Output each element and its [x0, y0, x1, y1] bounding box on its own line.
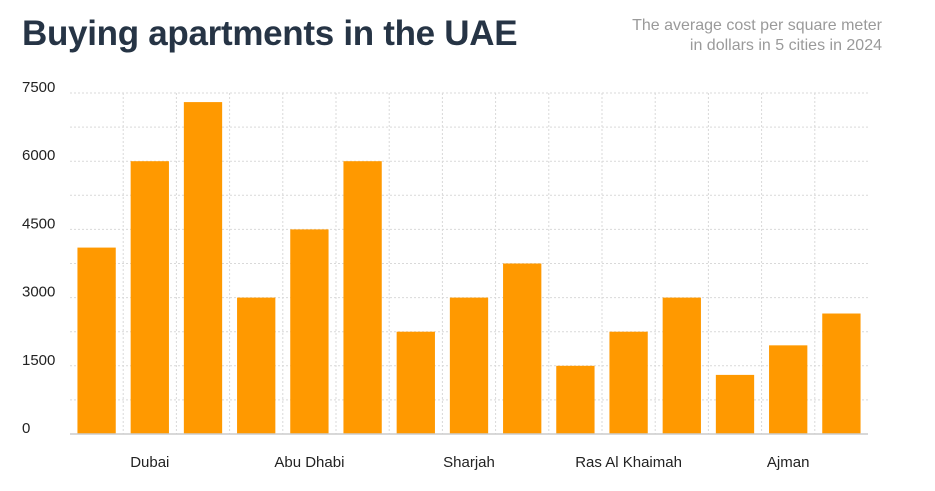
subtitle-line-1: The average cost per square meter — [632, 17, 882, 34]
bar-abu-dhabi-2 — [290, 229, 329, 434]
x-tick-label: Ras Al Khaimah — [575, 454, 682, 471]
y-tick-label: 7500 — [22, 79, 55, 96]
x-tick-label: Dubai — [130, 454, 169, 471]
x-tick-label: Ajman — [767, 454, 810, 471]
bar-ajman-1 — [715, 374, 755, 434]
bar-ajman-3 — [822, 313, 861, 434]
bar-sharjah-2 — [449, 297, 489, 434]
bar-abu-dhabi-3 — [343, 161, 382, 434]
y-tick-label: 4500 — [22, 215, 55, 232]
bars — [77, 102, 861, 435]
bar-ras-al-khaimah-1 — [556, 365, 595, 434]
bar-dubai-3 — [183, 102, 223, 435]
bar-ajman-2 — [769, 345, 808, 434]
y-tick-label: 0 — [22, 420, 30, 437]
y-tick-label: 6000 — [22, 147, 55, 164]
labels: Dubai Abu Dhabi Sharjah Ras Al Khaimah Ajman… — [22, 79, 809, 471]
y-tick-label: 1500 — [22, 352, 55, 369]
y-tick-label: 3000 — [22, 284, 55, 301]
chart-subtitle: The average cost per square meter in dol… — [522, 16, 882, 56]
bar-abu-dhabi-1 — [237, 297, 276, 434]
bar-sharjah-1 — [396, 331, 435, 434]
bar-dubai-1 — [77, 247, 116, 434]
bar-ras-al-khaimah-2 — [609, 331, 648, 434]
chart-title: Buying apartments in the UAE — [22, 14, 518, 53]
bar-ras-al-khaimah-3 — [662, 297, 701, 434]
subtitle-line-2: in dollars in 5 cities in 2024 — [689, 37, 882, 54]
bar-dubai-2 — [130, 161, 169, 434]
x-tick-label: Sharjah — [443, 454, 495, 471]
bar-sharjah-3 — [503, 263, 542, 434]
x-tick-label: Abu Dhabi — [274, 454, 344, 471]
